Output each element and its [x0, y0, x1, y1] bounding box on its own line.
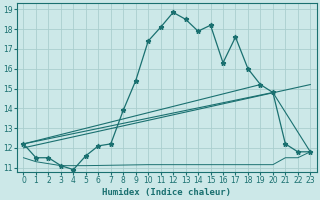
X-axis label: Humidex (Indice chaleur): Humidex (Indice chaleur) — [102, 188, 231, 197]
